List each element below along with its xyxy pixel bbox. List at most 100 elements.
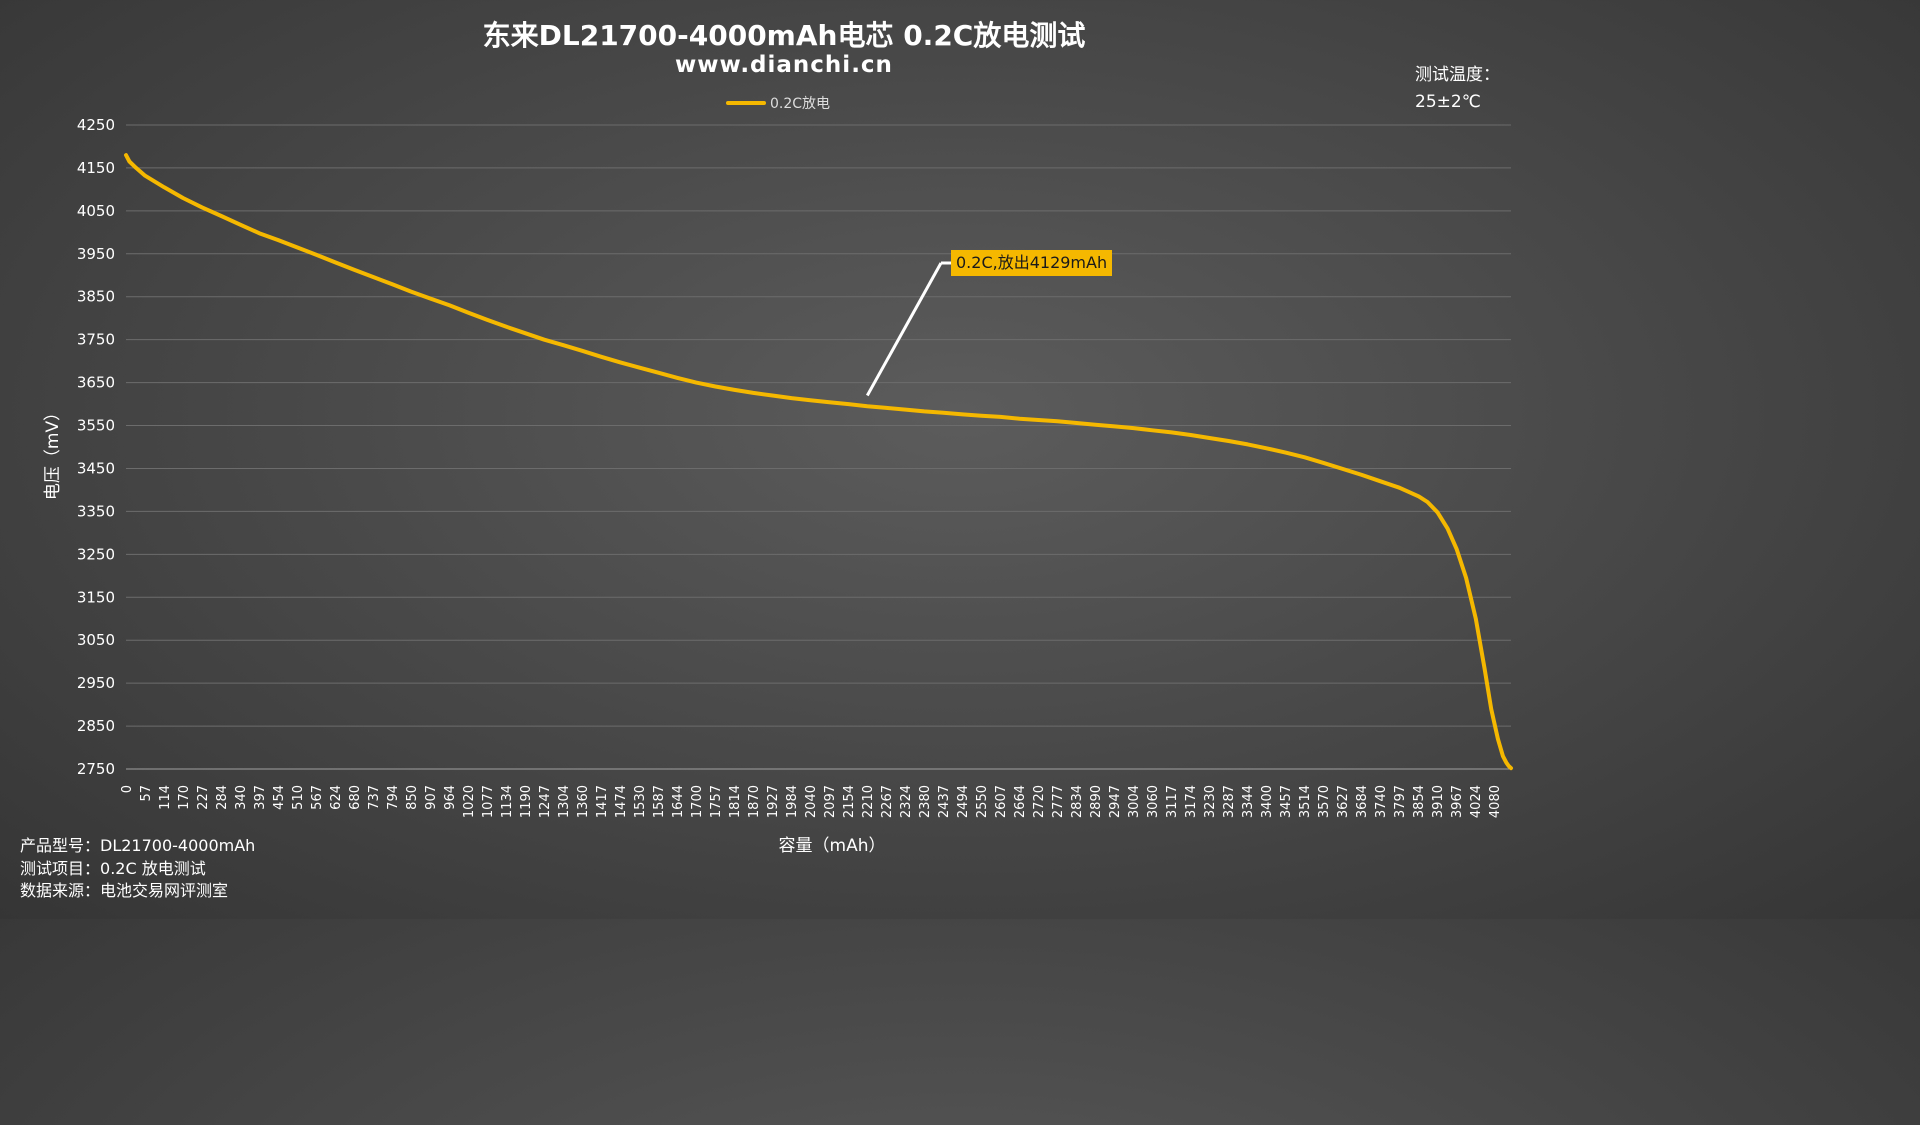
- info-source-label: 数据来源：: [20, 881, 101, 900]
- info-test-label: 测试项目：: [20, 858, 101, 878]
- x-tick-label: 907: [424, 785, 439, 810]
- x-tick-label: 1247: [538, 785, 553, 818]
- y-tick-label: 3550: [77, 417, 115, 435]
- x-tick-label: 3400: [1260, 785, 1275, 818]
- x-tick-label: 3514: [1298, 785, 1313, 818]
- x-tick-label: 340: [234, 785, 249, 810]
- x-tick-label: 2040: [804, 785, 819, 818]
- x-tick-label: 1927: [766, 785, 781, 818]
- chart-legend: 0.2C放电: [726, 93, 830, 113]
- y-tick-label: 2750: [77, 760, 115, 778]
- x-tick-label: 3344: [1241, 785, 1256, 818]
- temperature-label: 测试温度：: [1415, 65, 1500, 85]
- info-test-value: 0.2C 放电测试: [100, 858, 206, 878]
- y-tick-label: 3650: [77, 374, 115, 392]
- x-tick-label: 2947: [1108, 785, 1123, 818]
- x-tick-label: 114: [158, 785, 173, 810]
- x-tick-label: 1757: [709, 785, 724, 818]
- y-tick-label: 2850: [77, 717, 115, 735]
- y-tick-label: 3150: [77, 588, 115, 606]
- x-tick-label: 3854: [1412, 785, 1427, 818]
- x-tick-label: 454: [272, 785, 287, 810]
- x-tick-label: 4080: [1488, 785, 1503, 818]
- x-tick-label: 794: [386, 785, 401, 810]
- x-tick-label: 227: [196, 785, 211, 810]
- y-tick-label: 2950: [77, 674, 115, 692]
- x-tick-label: 2380: [918, 785, 933, 818]
- info-model-value: DL21700-4000mAh: [100, 836, 256, 855]
- x-tick-label: 4024: [1469, 785, 1484, 818]
- grid-lines: [126, 124, 1511, 770]
- x-tick-label: 57: [139, 785, 154, 802]
- x-tick-label: 3684: [1355, 785, 1370, 818]
- y-tick-label: 3350: [77, 502, 115, 520]
- y-axis-ticks: 4250 4150 4050 3950 3850 3750 3650 3550 3450 3350…: [77, 116, 115, 778]
- x-axis-ticks: 0 57 114 170 227 284 340 397 454 510 567 624 680 737 7…: [120, 785, 1503, 818]
- x-tick-label: 2324: [899, 785, 914, 818]
- x-tick-label: 1020: [462, 785, 477, 818]
- x-tick-label: 3117: [1165, 785, 1180, 818]
- info-model-row: 产品型号：DL21700-4000mAh: [20, 835, 255, 858]
- test-temperature: 测试温度： 25±2℃: [1415, 62, 1500, 116]
- line-chart: 4250 4150 4050 3950 3850 3750 3650 3550 3450 3350…: [77, 116, 1513, 856]
- x-tick-label: 2494: [956, 785, 971, 818]
- x-tick-label: 1417: [595, 785, 610, 818]
- annotation-label: 0.2C,放出4129mAh: [951, 250, 1113, 276]
- x-tick-label: 3570: [1317, 785, 1332, 818]
- x-tick-label: 2664: [1013, 785, 1028, 818]
- y-tick-label: 3850: [77, 288, 115, 306]
- temperature-value: 25±2℃: [1415, 92, 1481, 112]
- x-tick-label: 1360: [576, 785, 591, 818]
- x-tick-label: 3627: [1336, 785, 1351, 818]
- x-tick-label: 3287: [1222, 785, 1237, 818]
- x-tick-label: 3004: [1127, 785, 1142, 818]
- x-tick-label: 737: [367, 785, 382, 810]
- x-tick-label: 1587: [652, 785, 667, 818]
- x-tick-label: 1984: [785, 785, 800, 818]
- legend-label: 0.2C放电: [770, 96, 831, 112]
- legend-swatch: [726, 101, 766, 105]
- y-tick-label: 4250: [77, 116, 115, 134]
- x-tick-label: 680: [348, 785, 363, 810]
- x-tick-label: 2267: [880, 785, 895, 818]
- x-tick-label: 397: [253, 785, 268, 810]
- x-tick-label: 3457: [1279, 785, 1294, 818]
- y-tick-label: 3750: [77, 331, 115, 349]
- x-tick-label: 1077: [481, 785, 496, 818]
- x-tick-label: 2777: [1051, 785, 1066, 818]
- x-tick-label: 1870: [747, 785, 762, 818]
- x-axis-label: 容量（mAh）: [779, 836, 886, 856]
- x-tick-label: 2720: [1032, 785, 1047, 818]
- x-tick-label: 624: [329, 785, 344, 810]
- x-tick-label: 510: [291, 785, 306, 810]
- x-tick-label: 2550: [975, 785, 990, 818]
- annotation-leader-line: [865, 262, 943, 397]
- info-model-label: 产品型号：: [20, 836, 101, 855]
- x-tick-label: 1474: [614, 785, 629, 818]
- x-tick-label: 3967: [1450, 785, 1465, 818]
- x-tick-label: 1530: [633, 785, 648, 818]
- x-tick-label: 1134: [500, 785, 515, 818]
- chart-title: 东来DL21700-4000mAh电芯 0.2C放电测试: [482, 19, 1086, 52]
- x-tick-label: 3740: [1374, 785, 1389, 818]
- x-tick-label: 284: [215, 785, 230, 810]
- x-tick-label: 2154: [842, 785, 857, 818]
- x-tick-label: 850: [405, 785, 420, 810]
- chart-subtitle: www.dianchi.cn: [675, 52, 893, 78]
- x-tick-label: 1644: [671, 785, 686, 818]
- x-tick-label: 3797: [1393, 785, 1408, 818]
- x-tick-label: 0: [120, 785, 135, 793]
- y-tick-label: 3250: [77, 545, 115, 563]
- series-line-0.2C: [124, 153, 1513, 771]
- x-tick-label: 1304: [557, 785, 572, 818]
- x-tick-label: 2097: [823, 785, 838, 818]
- x-tick-label: 2210: [861, 785, 876, 818]
- x-tick-label: 1700: [690, 785, 705, 818]
- y-tick-label: 3950: [77, 245, 115, 263]
- x-tick-label: 2437: [937, 785, 952, 818]
- x-tick-label: 170: [177, 785, 192, 810]
- info-block: 产品型号：DL21700-4000mAh 测试项目：0.2C 放电测试 数据来源…: [20, 835, 255, 903]
- info-source-value: 电池交易网评测室: [100, 881, 229, 900]
- info-test-row: 测试项目：0.2C 放电测试: [20, 858, 255, 881]
- x-tick-label: 2607: [994, 785, 1009, 818]
